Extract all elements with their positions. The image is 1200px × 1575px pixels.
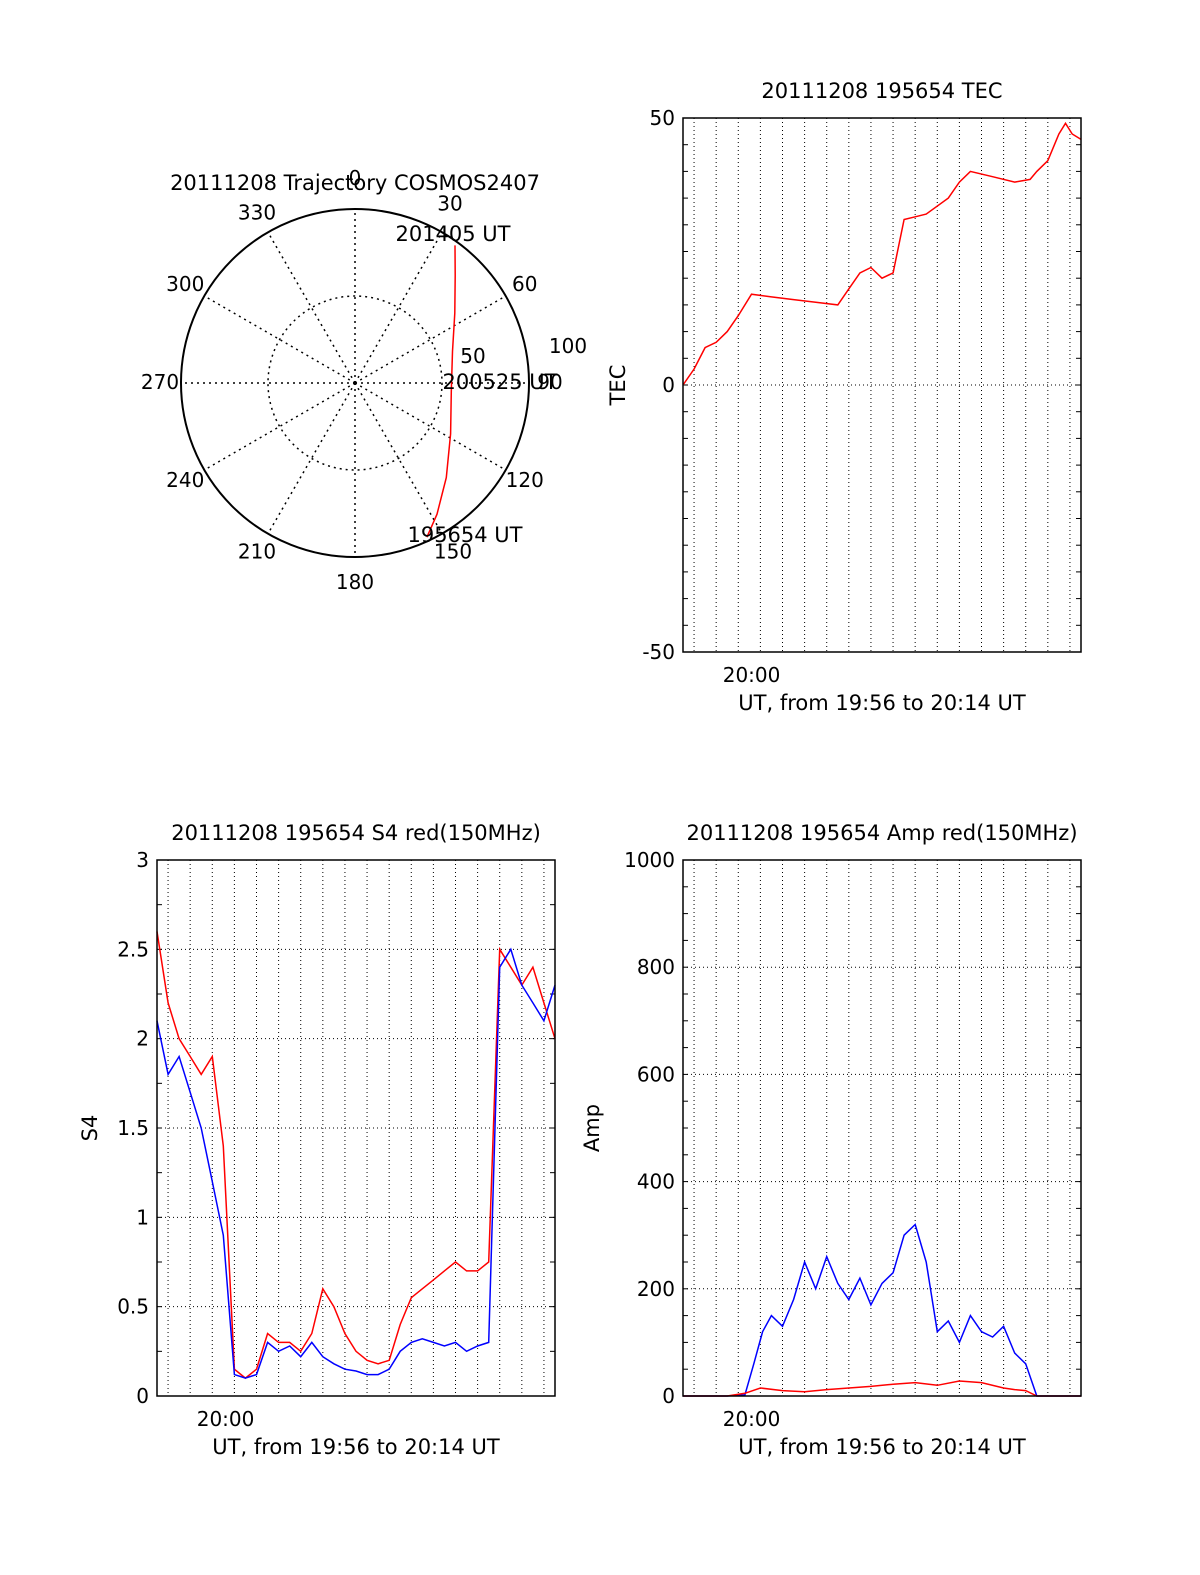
x-tick-label: 20:00 [723, 663, 781, 687]
y-axis-label: TEC [606, 365, 630, 407]
spoke-line [354, 231, 443, 384]
spoke-line [267, 382, 356, 535]
angle-tick-label: 180 [336, 570, 374, 594]
radial-tick-label: 100 [549, 334, 587, 358]
outer-circle [180, 208, 530, 558]
s4-chart: 0 0.5 1 1.5 2 2.5 3 20:00 20111208 195654 S4 red… [78, 821, 556, 1459]
y-axis-label: S4 [78, 1115, 102, 1142]
y-tick-label: 3 [136, 848, 149, 872]
angle-tick-label: 120 [506, 468, 544, 492]
angle-tick-label: 150 [434, 540, 472, 564]
series-line-0 [156, 931, 556, 1380]
y-tick-label: 1000 [624, 848, 675, 872]
spoke-line [203, 382, 356, 471]
trajectory-annotation: 200525 UT [442, 370, 557, 394]
angle-tick-label: 210 [238, 540, 276, 564]
angle-tick-label: 30 [437, 191, 462, 215]
series-line-1 [156, 947, 556, 1379]
y-tick-label: 0 [136, 1384, 149, 1408]
amp-chart: 0 200 400 600 800 1000 20:00 20111208 195654 Am… [580, 821, 1082, 1459]
spoke-line [354, 382, 507, 471]
radial-tick-label: 50 [460, 344, 485, 368]
trajectory-annotation: 201405 UT [395, 222, 510, 246]
spoke-line [267, 231, 356, 384]
spoke-line [354, 382, 443, 535]
x-axis-label: UT, from 19:56 to 20:14 UT [738, 691, 1026, 715]
trajectory-annotation: 195654 UT [407, 523, 522, 547]
series-line-0 [682, 121, 1082, 386]
angle-tick-label: 270 [141, 370, 179, 394]
spoke-line [203, 295, 356, 384]
plot-frame [156, 859, 556, 1397]
y-axis-label: Amp [580, 1104, 604, 1152]
tec-chart: 50 0 -50 20:00 20111208 195654 TEC UT, from 1… [606, 79, 1082, 715]
y-tick-label: 1.5 [117, 1116, 149, 1140]
x-axis-label: UT, from 19:56 to 20:14 UT [738, 1435, 1026, 1459]
chart-title: 20111208 195654 Amp red(150MHz) [686, 821, 1077, 845]
chart-title: 20111208 195654 S4 red(150MHz) [171, 821, 541, 845]
y-tick-label: 200 [637, 1277, 675, 1301]
series-line-1 [683, 1380, 1081, 1397]
y-tick-label: 0 [662, 373, 675, 397]
y-tick-label: 400 [637, 1170, 675, 1194]
spoke-line [354, 295, 507, 384]
chart-title: 20111208 195654 TEC [761, 79, 1002, 103]
y-tick-label: 0 [662, 1384, 675, 1408]
x-tick-label: 20:00 [197, 1407, 255, 1431]
inner-ring [267, 295, 443, 471]
y-tick-label: 2 [136, 1027, 149, 1051]
series-line-0 [683, 1223, 1081, 1397]
chart-title: 20111208 Trajectory COSMOS2407 [170, 171, 540, 195]
angle-tick-label: 330 [238, 200, 276, 224]
y-tick-label: 800 [637, 955, 675, 979]
y-tick-label: 2.5 [117, 937, 149, 961]
x-axis-label: UT, from 19:56 to 20:14 UT [212, 1435, 500, 1459]
angle-tick-label: 300 [166, 272, 204, 296]
y-tick-label: 50 [650, 106, 675, 130]
x-tick-label: 20:00 [723, 1407, 781, 1431]
plot-frame [682, 859, 1082, 1397]
y-tick-label: 0.5 [117, 1295, 149, 1319]
y-tick-label: 1 [136, 1205, 149, 1229]
angle-tick-label: 90 [537, 370, 562, 394]
angle-tick-label: 240 [166, 468, 204, 492]
y-tick-label: -50 [642, 640, 675, 664]
y-tick-label: 600 [637, 1062, 675, 1086]
angle-tick-label: 60 [512, 272, 537, 296]
trajectory-line [426, 245, 456, 538]
plot-frame [682, 117, 1082, 653]
angle-tick-label: 0 [349, 166, 362, 190]
